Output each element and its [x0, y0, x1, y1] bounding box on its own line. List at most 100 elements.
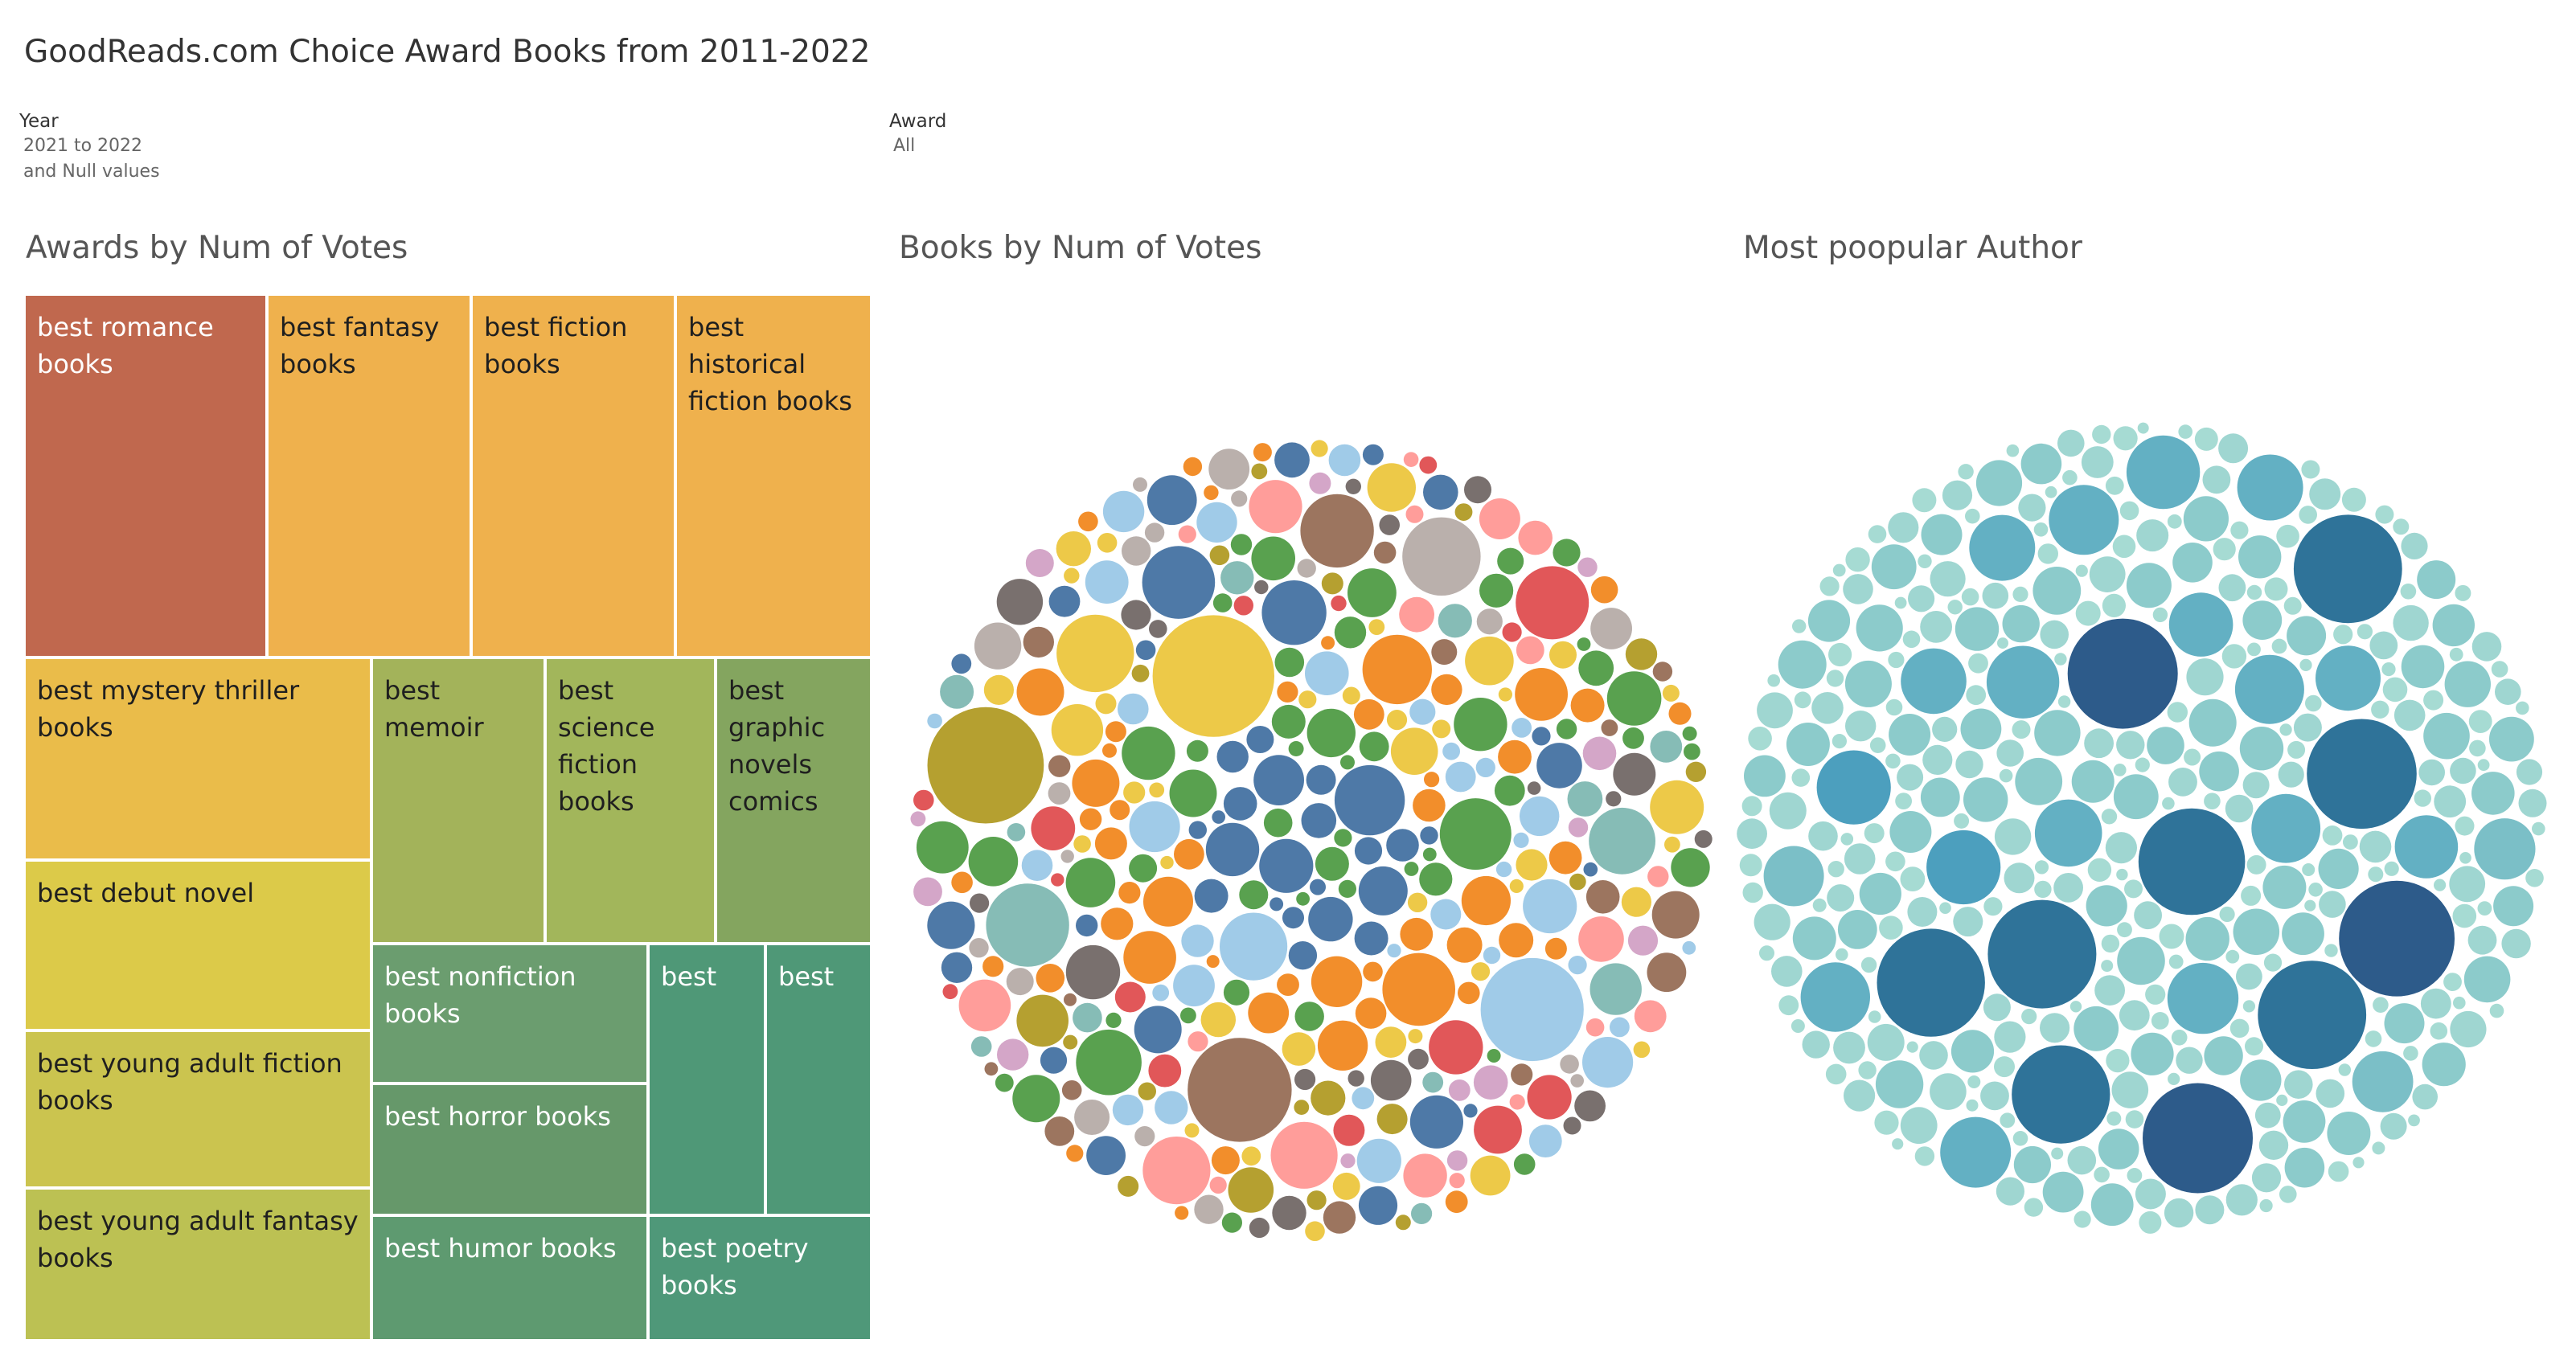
bubble-mark[interactable] — [1869, 737, 1886, 753]
bubble-mark[interactable] — [1430, 899, 1462, 930]
bubble-mark[interactable] — [1997, 637, 2008, 649]
bubble-mark[interactable] — [1906, 1041, 1918, 1053]
bubble-mark[interactable] — [1105, 1012, 1122, 1028]
bubble-mark[interactable] — [2101, 934, 2120, 953]
bubble-mark[interactable] — [1298, 690, 1317, 709]
bubble-mark[interactable] — [968, 837, 1019, 887]
treemap-tile[interactable]: best mystery thriller books — [24, 657, 371, 860]
bubble-mark[interactable] — [1340, 755, 1355, 770]
bubble-mark[interactable] — [1585, 880, 1620, 914]
bubble-mark[interactable] — [1368, 619, 1385, 635]
bubble-mark[interactable] — [2090, 1183, 2134, 1227]
bubble-mark[interactable] — [2006, 444, 2020, 457]
bubble-mark[interactable] — [1354, 837, 1383, 865]
bubble-mark[interactable] — [1759, 945, 1774, 961]
bubble-mark[interactable] — [1560, 1055, 1579, 1074]
bubble-mark[interactable] — [1808, 821, 1838, 851]
bubble-mark[interactable] — [1885, 698, 1903, 716]
bubble-mark[interactable] — [1930, 561, 1966, 597]
bubble-mark[interactable] — [2057, 429, 2085, 457]
bubble-mark[interactable] — [2408, 1114, 2420, 1127]
bubble-mark[interactable] — [1131, 664, 1150, 682]
bubble-mark[interactable] — [1922, 744, 1953, 775]
bubble-mark[interactable] — [1065, 944, 1121, 1000]
bubble-mark[interactable] — [2087, 858, 2112, 882]
bubble-mark[interactable] — [2186, 658, 2224, 696]
bubble-mark[interactable] — [1301, 803, 1337, 838]
bubble-mark[interactable] — [1334, 617, 1367, 649]
bubble-mark[interactable] — [1246, 726, 1274, 753]
bubble-mark[interactable] — [1194, 879, 1229, 913]
bubble-mark[interactable] — [2152, 607, 2168, 623]
bubble-mark[interactable] — [2138, 808, 2246, 916]
bubble-mark[interactable] — [1527, 781, 1541, 795]
bubble-mark[interactable] — [2168, 768, 2197, 797]
bubble-mark[interactable] — [1134, 1006, 1182, 1054]
bubble-mark[interactable] — [1123, 931, 1176, 984]
bubble-mark[interactable] — [1446, 927, 1483, 963]
treemap-tile[interactable]: best science fiction books — [545, 657, 716, 944]
bubble-mark[interactable] — [2240, 1059, 2282, 1101]
bubble-mark[interactable] — [1885, 753, 1901, 769]
bubble-mark[interactable] — [1353, 698, 1384, 730]
bubble-mark[interactable] — [2443, 973, 2462, 991]
bubble-mark[interactable] — [1568, 956, 1587, 975]
bubble-mark[interactable] — [2495, 678, 2521, 705]
bubble-mark[interactable] — [1431, 639, 1458, 666]
bubble-mark[interactable] — [1633, 1041, 1651, 1059]
bubble-mark[interactable] — [970, 1036, 992, 1057]
bubble-mark[interactable] — [2238, 535, 2282, 579]
bubble-mark[interactable] — [1110, 800, 1130, 821]
bubble-mark[interactable] — [1439, 798, 1512, 870]
bubble-mark[interactable] — [1251, 463, 1268, 480]
bubble-mark[interactable] — [1438, 604, 1472, 638]
bubble-mark[interactable] — [1296, 891, 1310, 906]
bubble-mark[interactable] — [2380, 1112, 2407, 1140]
bubble-mark[interactable] — [927, 713, 942, 729]
bubble-mark[interactable] — [1146, 475, 1197, 526]
bubble-mark[interactable] — [1955, 750, 1983, 779]
bubble-mark[interactable] — [1076, 1029, 1142, 1096]
bubble-mark[interactable] — [2455, 584, 2471, 601]
bubble-mark[interactable] — [1845, 547, 1870, 572]
bubble-mark[interactable] — [1748, 727, 1772, 751]
bubble-mark[interactable] — [2393, 604, 2429, 641]
bubble-mark[interactable] — [1473, 1065, 1508, 1100]
bubble-mark[interactable] — [2276, 524, 2299, 548]
bubble-mark[interactable] — [1423, 474, 1458, 510]
bubble-mark[interactable] — [1919, 1041, 1948, 1070]
bubble-mark[interactable] — [1241, 1146, 1261, 1166]
bubble-mark[interactable] — [1413, 789, 1446, 822]
bubble-mark[interactable] — [2113, 426, 2138, 451]
bubble-mark[interactable] — [1966, 685, 1987, 706]
bubble-mark[interactable] — [2074, 1210, 2091, 1228]
bubble-mark[interactable] — [1950, 1030, 1995, 1073]
bubble-mark[interactable] — [927, 707, 1044, 824]
bubble-mark[interactable] — [1476, 608, 1503, 635]
bubble-mark[interactable] — [1877, 928, 1985, 1037]
bubble-mark[interactable] — [1844, 660, 1892, 707]
bubble-mark[interactable] — [1446, 1150, 1468, 1171]
bubble-mark[interactable] — [1205, 822, 1260, 877]
bubble-mark[interactable] — [2167, 514, 2182, 529]
bubble-mark[interactable] — [2341, 487, 2366, 512]
award-filter[interactable]: Award All — [889, 111, 946, 161]
bubble-mark[interactable] — [2168, 1072, 2180, 1085]
bubble-mark[interactable] — [1684, 743, 1700, 760]
bubble-mark[interactable] — [941, 952, 973, 983]
bubble-mark[interactable] — [1220, 561, 1254, 595]
bubble-mark[interactable] — [983, 674, 1014, 705]
bubble-mark[interactable] — [2013, 1145, 2051, 1184]
bubble-mark[interactable] — [1270, 1121, 1338, 1189]
bubble-mark[interactable] — [2242, 600, 2283, 640]
bubble-mark[interactable] — [2105, 832, 2137, 864]
bubble-mark[interactable] — [1921, 514, 1963, 555]
bubble-mark[interactable] — [2423, 712, 2470, 760]
treemap-tile[interactable]: best humor books — [371, 1215, 648, 1341]
bubble-mark[interactable] — [2449, 866, 2486, 903]
bubble-mark[interactable] — [1889, 811, 1932, 853]
bubble-mark[interactable] — [1987, 899, 2097, 1009]
bubble-mark[interactable] — [1651, 891, 1700, 939]
bubble-mark[interactable] — [969, 938, 989, 958]
bubble-mark[interactable] — [1200, 1002, 1236, 1038]
